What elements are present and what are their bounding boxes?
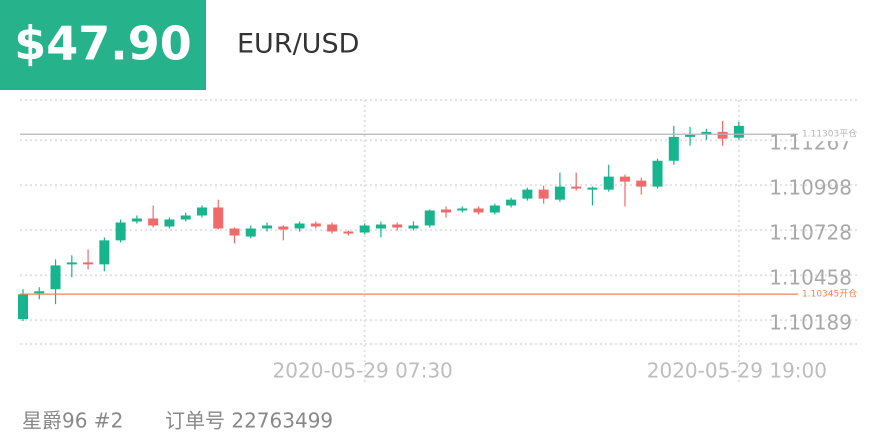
candle-body (164, 219, 175, 227)
candle-body (99, 240, 110, 265)
candle-body (473, 208, 484, 213)
candle-body (34, 291, 45, 294)
candle-body (148, 218, 159, 226)
price-badge (0, 0, 206, 90)
x-tick-label: 2020-05-29 19:00 (647, 359, 827, 383)
candle-body (636, 180, 647, 187)
account: 星爵96 #2 (22, 409, 123, 433)
candle-body (587, 187, 598, 190)
candle-body (278, 226, 289, 230)
candle-body (115, 222, 126, 241)
candle-body (392, 224, 403, 228)
candle-body (554, 186, 565, 200)
candle-body (424, 210, 435, 226)
candle-body (522, 189, 533, 199)
candle-body (457, 208, 468, 211)
candle-body (668, 136, 679, 161)
candle-body (66, 262, 77, 265)
y-tick-label: 1.10728 (769, 221, 852, 245)
candle-body (343, 231, 354, 234)
price-line-label: 1.11303平仓 (802, 128, 857, 140)
candle-body (50, 265, 61, 290)
candle-body (310, 223, 321, 227)
candle-body (408, 225, 419, 229)
price-line-label-bg (799, 287, 859, 302)
candle-body (733, 125, 744, 138)
candle-body (685, 134, 696, 137)
candle-body (538, 189, 549, 199)
candle-body (375, 224, 386, 229)
candle-body (180, 215, 191, 220)
y-tick-label: 1.10998 (769, 176, 852, 200)
y-tick-label: 1.10189 (769, 311, 852, 335)
candle-body (196, 207, 207, 216)
candle-body (18, 294, 28, 320)
candle-body (131, 218, 142, 222)
candle-body (603, 176, 614, 190)
candle-body (489, 205, 500, 213)
candle-body (262, 225, 273, 229)
x-tick-label: 2020-05-29 07:30 (273, 359, 453, 383)
candle-body (441, 209, 452, 213)
candle-body (359, 225, 370, 233)
candle-body (294, 223, 305, 229)
price-line-label-bg (799, 127, 859, 142)
price-line-label: 1.10345开仓 (802, 288, 857, 300)
candle-body (619, 176, 630, 182)
candle-body (717, 131, 728, 139)
candle-body (652, 160, 663, 187)
candle-body (213, 207, 224, 229)
candle-body (701, 131, 712, 135)
y-tick-label: 1.10458 (769, 266, 852, 290)
candle-body (229, 228, 240, 236)
candle-body (506, 199, 517, 206)
candle-body (571, 186, 582, 189)
candle-body (245, 228, 256, 237)
order-number: 订单号 22763499 (165, 409, 333, 433)
candle-body (327, 224, 338, 232)
price: $47.90 (14, 17, 192, 71)
candle-body (83, 262, 94, 265)
symbol: EUR/USD (237, 29, 359, 60)
